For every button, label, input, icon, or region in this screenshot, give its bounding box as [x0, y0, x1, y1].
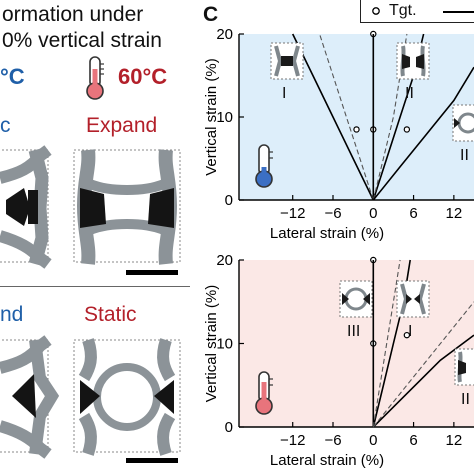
bottom-chart-y-tick-label: 10 [216, 336, 233, 353]
panel-divider [0, 286, 190, 287]
inset-cell-bottom-1 [339, 280, 373, 318]
label-bottom-left: nd [0, 303, 24, 326]
inset-cell-bottom-3 [454, 348, 474, 386]
top-chart-y-tick-label: 10 [216, 109, 233, 126]
legend-line [443, 11, 474, 13]
bottom-chart-x-tick-label: 0 [369, 432, 377, 449]
legend-label: Tgt. [389, 2, 417, 19]
top-chart-y-tick-label: 20 [216, 26, 233, 43]
lattice-cell-hot-static [73, 338, 181, 456]
scale-bar [126, 270, 178, 275]
bottom-chart-x-tick-label: 6 [409, 432, 417, 449]
top-chart-x-tick-label: 12 [446, 205, 463, 222]
panel-title-line1: ormation under [2, 3, 144, 26]
label-bottom-right: Static [84, 303, 137, 326]
inset-cell-top-2 [396, 42, 430, 80]
legend-marker-icon [372, 7, 380, 15]
lattice-cell-hot-expand [73, 149, 181, 265]
top-chart-series-1-line [291, 33, 375, 201]
panel-letter: C [203, 3, 219, 26]
inset-label-bottom-2: I [408, 323, 413, 340]
inset-label-bottom-1: III [347, 323, 361, 340]
top-chart-x-tick-label: 6 [409, 205, 417, 222]
inset-label-top-1: I [282, 85, 287, 102]
bottom-chart-y-tick-label: 20 [216, 252, 233, 269]
label-top-left: c [0, 114, 11, 137]
bottom-chart-y-axis-label: Vertical strain (%) [203, 285, 220, 403]
bottom-chart-series-3-line [372, 259, 401, 428]
hot-temp-label: 60°C [118, 64, 168, 89]
top-chart-series-5-line [372, 33, 408, 201]
inset-label-top-3: II [460, 147, 469, 164]
inset-label-bottom-3: II [461, 391, 470, 408]
top-chart-series-6-line [372, 66, 474, 201]
bottom-chart-target-point [403, 331, 411, 339]
top-chart-y-axis-label: Vertical strain (%) [203, 58, 220, 176]
panel-title-line2: 0% vertical strain [2, 29, 162, 52]
bottom-chart-x-tick-label: 12 [446, 432, 463, 449]
lattice-cell-cold-static [0, 145, 52, 269]
bottom-chart-x-tick-label: −6 [324, 432, 341, 449]
bottom-chart-series-4-line [372, 334, 474, 428]
top-chart-y-tick-label: 0 [225, 192, 233, 209]
bottom-chart-series-5-line [372, 301, 474, 428]
inset-cell-bottom-2 [396, 280, 430, 318]
bottom-chart-y-tick-label: 0 [225, 419, 233, 436]
top-chart-target-point [353, 126, 360, 133]
cold-thermometer-icon [255, 144, 273, 188]
hot-thermometer-icon [86, 56, 104, 100]
inset-cell-top-1 [270, 42, 304, 80]
scale-bar-bottom [126, 458, 178, 463]
top-chart-x-tick-label: 0 [369, 205, 377, 222]
top-chart-target-point [403, 126, 411, 133]
cold-temp-label: °C [0, 64, 25, 89]
inset-label-top-2: II [405, 85, 414, 102]
top-chart-x-tick-label: −12 [280, 205, 305, 222]
bottom-chart-x-axis-label: Lateral strain (%) [270, 452, 384, 469]
top-chart-x-tick-label: −6 [324, 205, 341, 222]
top-chart-x-axis-label: Lateral strain (%) [270, 225, 384, 242]
label-top-right: Expand [86, 114, 158, 137]
lattice-cell-cold-expand [0, 335, 60, 459]
inset-cell-top-3 [452, 104, 474, 142]
legend-box: Tgt. [360, 0, 474, 23]
bottom-chart-x-tick-label: −12 [280, 432, 305, 449]
top-chart-series-2-line [319, 33, 374, 201]
hot-thermometer-icon [255, 371, 273, 415]
